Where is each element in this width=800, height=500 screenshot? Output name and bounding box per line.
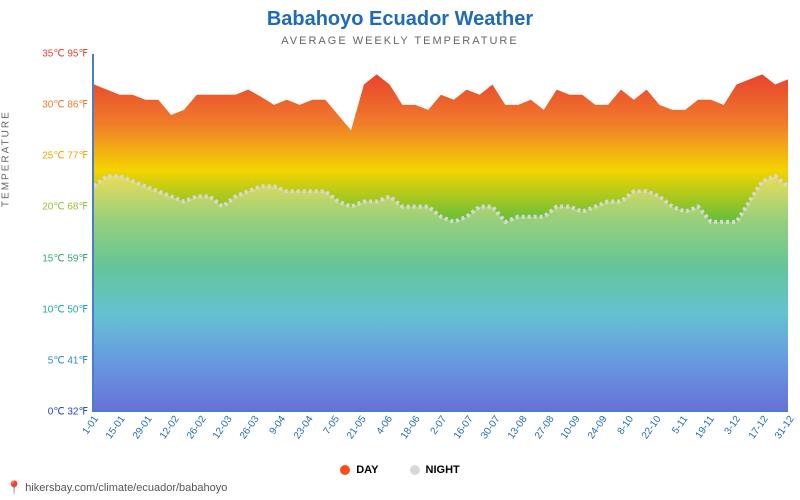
x-tick-label: 27-08 [532,414,556,441]
legend-label-day: DAY [356,464,378,476]
legend-label-night: NIGHT [426,464,460,476]
x-tick-label: 10-09 [559,414,583,441]
y-tick-label: 20℃ 68℉ [42,202,88,213]
x-tick-label: 21-05 [345,414,369,441]
chart-container: 35℃ 95℉30℃ 86℉25℃ 77℉20℃ 68℉15℃ 59℉10℃ 5… [28,54,788,412]
legend: DAY NIGHT [0,464,800,478]
y-axis-ticks: 35℃ 95℉30℃ 86℉25℃ 77℉20℃ 68℉15℃ 59℉10℃ 5… [28,54,90,412]
x-tick-label: 12-02 [158,414,182,441]
x-tick-label: 30-07 [479,414,503,441]
x-tick-label: 31-12 [773,414,797,441]
x-tick-label: 2-07 [429,414,449,437]
plot-area [94,54,788,410]
pin-icon: 📍 [6,480,22,496]
y-tick-label: 0℃ 32℉ [48,407,88,418]
y-tick-label: 5℃ 41℉ [48,355,88,366]
y-tick-label: 15℃ 59℉ [42,253,88,264]
y-tick-label: 30℃ 86℉ [42,100,88,111]
x-tick-label: 26-03 [238,414,262,441]
x-tick-label: 3-12 [723,414,743,437]
x-tick-label: 15-01 [104,414,128,441]
x-tick-label: 8-10 [616,414,636,437]
source-url: hikersbay.com/climate/ecuador/babahoyo [25,482,227,494]
source-footer: 📍 hikersbay.com/climate/ecuador/babahoyo [6,480,227,496]
legend-dot-night [410,465,420,475]
y-axis-label: TEMPERATURE [1,110,12,207]
x-tick-label: 18-06 [399,414,423,441]
y-tick-label: 35℃ 95℉ [42,49,88,60]
x-tick-label: 7-05 [321,414,341,437]
x-tick-label: 29-01 [131,414,155,441]
legend-item-night: NIGHT [410,464,460,476]
x-tick-label: 23-04 [291,414,315,441]
x-axis-ticks: 1-0115-0129-0112-0226-0212-0326-039-0423… [92,414,788,470]
x-tick-label: 4-06 [375,414,395,437]
x-tick-label: 26-02 [184,414,208,441]
plot-frame [92,54,788,412]
y-tick-label: 25℃ 77℉ [42,151,88,162]
x-tick-label: 13-08 [506,414,530,441]
chart-subtitle: AVERAGE WEEKLY TEMPERATURE [0,35,800,47]
legend-dot-day [340,465,350,475]
x-tick-label: 24-09 [586,414,610,441]
x-tick-label: 12-03 [211,414,235,441]
chart-svg [94,54,788,410]
x-tick-label: 16-07 [452,414,476,441]
page-title: Babahoyo Ecuador Weather [0,0,800,31]
x-tick-label: 9-04 [268,414,288,437]
x-tick-label: 17-12 [747,414,771,441]
legend-item-day: DAY [340,464,378,476]
x-tick-label: 22-10 [639,414,663,441]
x-tick-label: 19-11 [693,414,716,441]
x-tick-label: 5-11 [670,414,690,436]
y-tick-label: 10℃ 50℉ [42,304,88,315]
